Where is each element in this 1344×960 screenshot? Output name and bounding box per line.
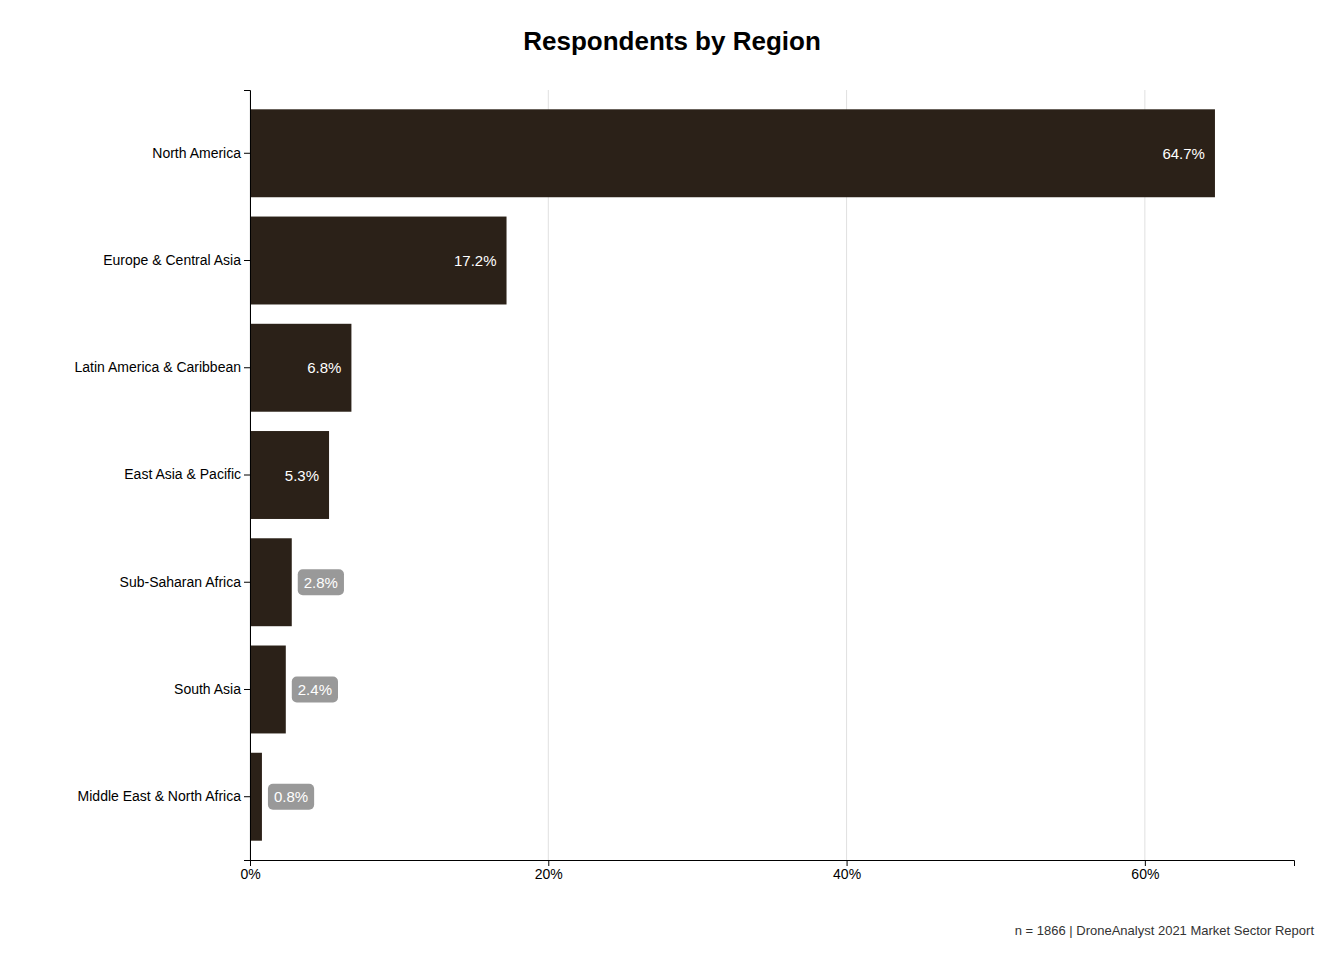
tick: Sub-Saharan Africa <box>120 574 250 590</box>
bar <box>250 109 1215 197</box>
tick-label: Middle East & North Africa <box>78 788 242 804</box>
data-label: 5.3% <box>285 467 319 484</box>
tick-label: East Asia & Pacific <box>124 466 241 482</box>
tick-label: 40% <box>833 866 861 882</box>
data-label: 2.4% <box>298 681 332 698</box>
tick: 40% <box>833 860 861 882</box>
tick-mark <box>244 582 250 583</box>
tick: Latin America & Caribbean <box>74 359 250 375</box>
tick-mark <box>244 260 250 261</box>
grid-line <box>548 90 549 860</box>
tick-label: North America <box>152 145 241 161</box>
tick-mark <box>244 367 250 368</box>
chart: Respondents by Region n = 1866 | DroneAna… <box>0 0 1344 960</box>
tick-label: Sub-Saharan Africa <box>120 574 242 590</box>
data-label: 6.8% <box>307 359 341 376</box>
tick: 20% <box>535 860 563 882</box>
data-label-group: 2.8% <box>298 569 344 595</box>
caption: n = 1866 | DroneAnalyst 2021 Market Sect… <box>1015 923 1315 938</box>
plot: 0% 20% 40% 60% North America Europe & Central… <box>74 90 1294 882</box>
data-label-box <box>292 676 338 702</box>
data-label-group: 5.3% <box>285 467 319 484</box>
data-label-group: 6.8% <box>307 359 341 376</box>
data-label-group: 2.4% <box>292 676 338 702</box>
bar <box>250 753 262 841</box>
tick: South Asia <box>174 681 250 697</box>
data-label: 2.8% <box>304 574 338 591</box>
grid-line <box>846 90 847 860</box>
bar <box>250 431 329 519</box>
data-label-group: 0.8% <box>268 784 314 810</box>
tick-label: 0% <box>240 866 260 882</box>
tick-label: Latin America & Caribbean <box>74 359 241 375</box>
data-labels: 64.7% 17.2% 6.8% 5.3% 2.8% 2.4% 0.8% <box>268 145 1205 810</box>
bar <box>250 538 292 626</box>
y-axis: North America Europe & Central Asia Latin … <box>74 91 250 861</box>
tick-mark <box>244 153 250 154</box>
data-label-box <box>298 569 344 595</box>
tick-mark <box>244 689 250 690</box>
bar <box>250 646 286 734</box>
grid <box>250 90 1145 860</box>
tick: Europe & Central Asia <box>103 252 250 268</box>
tick-label: South Asia <box>174 681 241 697</box>
tick-mark <box>244 475 250 476</box>
tick: East Asia & Pacific <box>124 466 250 482</box>
data-label-group: 17.2% <box>454 252 497 269</box>
tick-label: 20% <box>535 866 563 882</box>
x-axis: 0% 20% 40% 60% <box>240 860 1294 882</box>
tick: Middle East & North Africa <box>78 788 250 804</box>
tick: North America <box>152 145 250 161</box>
tick-label: Europe & Central Asia <box>103 252 241 268</box>
tick-mark <box>244 796 250 797</box>
data-label: 64.7% <box>1162 145 1205 162</box>
tick-label: 60% <box>1131 866 1159 882</box>
data-label: 0.8% <box>274 788 308 805</box>
tick: 0% <box>240 860 260 882</box>
bar <box>250 324 351 412</box>
grid-line <box>1144 90 1145 860</box>
bars <box>250 109 1215 840</box>
data-label-group: 64.7% <box>1162 145 1205 162</box>
title: Respondents by Region <box>523 26 821 56</box>
bar <box>250 217 507 305</box>
data-label: 17.2% <box>454 252 497 269</box>
data-label-box <box>268 784 314 810</box>
axis-line <box>244 91 251 861</box>
tick: 60% <box>1131 860 1159 882</box>
